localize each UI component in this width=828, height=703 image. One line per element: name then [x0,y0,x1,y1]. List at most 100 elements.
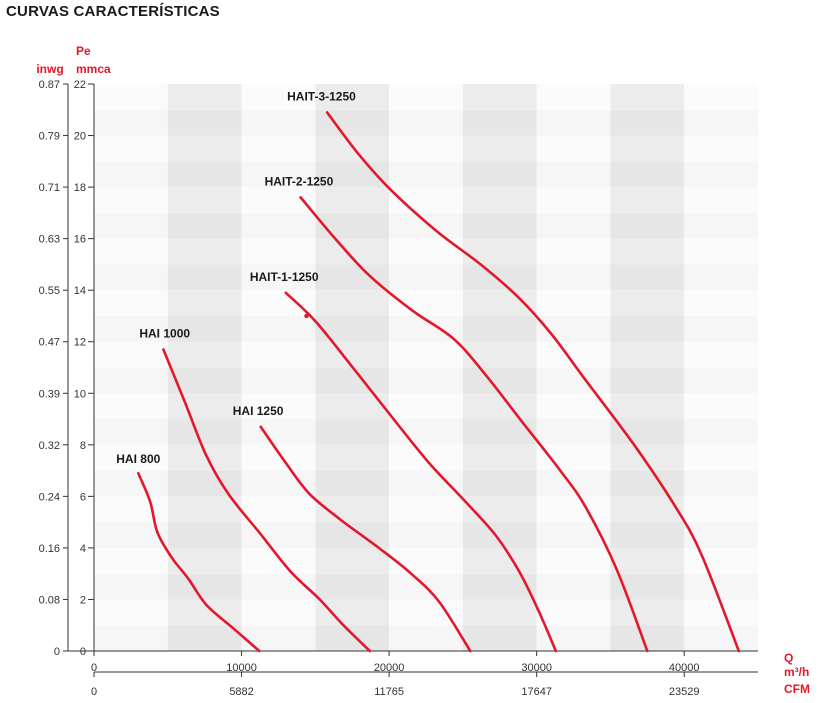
grid-cell [610,522,685,548]
grid-cell [462,496,537,523]
grid-cell [315,341,390,368]
grid-cell [536,522,611,548]
grid-cell [684,84,758,110]
grid-cell [610,470,685,497]
x-tick-label: 0 [91,662,97,674]
grid-cell [167,341,242,368]
grid-cell [167,547,242,574]
grid-cell [389,109,463,136]
grid-cell [684,419,758,445]
grid-cell [315,522,390,548]
series-line-5 [299,196,649,653]
grid-cell [462,393,537,420]
grid-cell [684,573,758,600]
grid-cell [684,444,758,471]
grid-cell [94,341,168,368]
grid-cell [462,212,537,239]
grid-cell [610,599,685,626]
grid-cell [241,161,316,188]
grid-cell [315,547,390,574]
grid-cell [536,135,611,162]
grid-cell [167,187,242,213]
grid-cell [241,84,316,110]
grid-cell [315,573,390,600]
grid-cell [610,187,685,213]
grid-cell [684,135,758,162]
series-line-2 [162,348,372,653]
grid-cell [315,470,390,497]
grid-cell [315,84,390,110]
grid-cell [241,238,316,265]
series-label-4: HAIT-1-1250 [250,270,319,284]
series-line-3 [259,425,472,653]
grid-cell [536,212,611,239]
grid-cell [610,264,685,291]
grid-cell [94,625,168,651]
grid-cell [241,290,316,316]
grid-cell [241,393,316,420]
grid-cell [167,315,242,342]
y-tick-label: 6 [80,491,86,503]
grid-cell [610,135,685,162]
y-tick-label: 4 [80,543,86,555]
grid-cell [167,290,242,316]
grid-cell [389,522,463,548]
grid-cell [462,187,537,213]
series-label-5: HAIT-2-1250 [265,174,334,188]
grid-cell [462,161,537,188]
grid-cell [536,187,611,213]
grid-cell [536,599,611,626]
grid-cell [684,393,758,420]
grid-cell [462,470,537,497]
grid-cell [684,212,758,239]
grid-cell [389,341,463,368]
grid-cell [241,547,316,574]
y-left-tick-label: 0.79 [39,131,60,143]
x-tick-label: 10000 [226,662,257,674]
grid-cell [315,367,390,394]
grid-cell [536,573,611,600]
y-tick-label: 10 [74,388,86,400]
grid-cell [94,161,168,188]
grid-cell [94,547,168,574]
grid-cell [241,573,316,600]
grid-cell [536,290,611,316]
series-label-2: HAI 1000 [139,326,190,340]
grid-cell [94,84,168,110]
grid-cell [315,264,390,291]
y-left-tick-label: 0.24 [39,491,60,503]
grid-cell [167,625,242,651]
grid-cell [167,522,242,548]
grid-cell [536,419,611,445]
grid-cell [536,444,611,471]
grid-cell [241,419,316,445]
grid-cell [684,161,758,188]
grid-cell [462,573,537,600]
x-unit-top-label: Q [784,651,793,665]
grid-cell [462,109,537,136]
grid-cell [167,238,242,265]
grid-cell [94,573,168,600]
grid-cell [462,522,537,548]
grid-cell [167,573,242,600]
grid-cell [684,238,758,265]
grid-cell [241,367,316,394]
grid-cell [241,341,316,368]
grid-cell [241,109,316,136]
y-tick-label: 18 [74,182,86,194]
grid-cell [167,84,242,110]
series-line-1 [137,471,261,653]
y-tick-label: 12 [74,337,86,349]
grid-cell [610,212,685,239]
grid-cell [462,341,537,368]
grid-cell [536,238,611,265]
y-left-tick-label: 0.16 [39,543,60,555]
grid-cell [610,238,685,265]
grid-cell [610,367,685,394]
series-label-3: HAI 1250 [233,404,284,418]
grid-cell [536,264,611,291]
y-tick-label: 8 [80,440,86,452]
y-left-tick-label: 0 [54,646,60,658]
y-tick-label: 0 [80,646,86,658]
